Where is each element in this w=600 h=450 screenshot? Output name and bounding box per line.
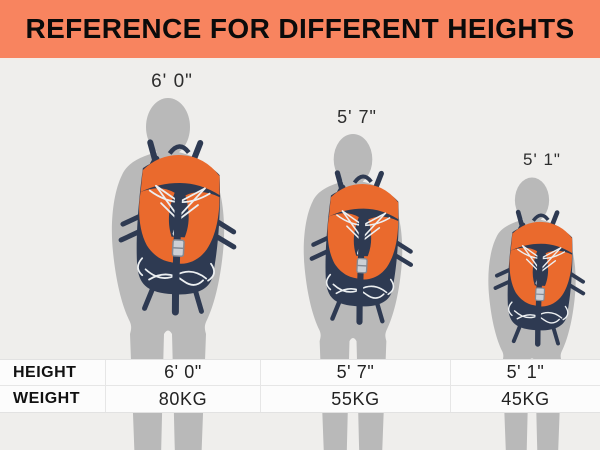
figure-height-label-five-one: 5' 1" bbox=[523, 150, 561, 169]
table-cell-weight-five-seven: 55KG bbox=[260, 386, 450, 412]
page-title: REFERENCE FOR DIFFERENT HEIGHTS bbox=[25, 13, 575, 44]
table-cell-height-five-one: 5' 1" bbox=[450, 360, 600, 386]
figure-height-label-five-seven: 5' 7" bbox=[337, 107, 377, 127]
table-row-label-height: HEIGHT bbox=[0, 360, 105, 386]
table-cell-weight-five-one: 45KG bbox=[450, 386, 600, 412]
table-row-label-weight: WEIGHT bbox=[13, 390, 80, 407]
table-cell-height-six-foot: 6' 0" bbox=[105, 360, 260, 386]
header-banner: REFERENCE FOR DIFFERENT HEIGHTS bbox=[0, 0, 600, 60]
figure-height-label-six-foot: 6' 0" bbox=[151, 71, 193, 92]
size-table: HEIGHT 6' 0" 5' 7" 5' 1" WEIGHT 80KG 55K… bbox=[0, 359, 600, 413]
table-cell-height-five-seven: 5' 7" bbox=[260, 360, 450, 386]
table-cell-weight-six-foot: 80KG bbox=[105, 386, 260, 412]
